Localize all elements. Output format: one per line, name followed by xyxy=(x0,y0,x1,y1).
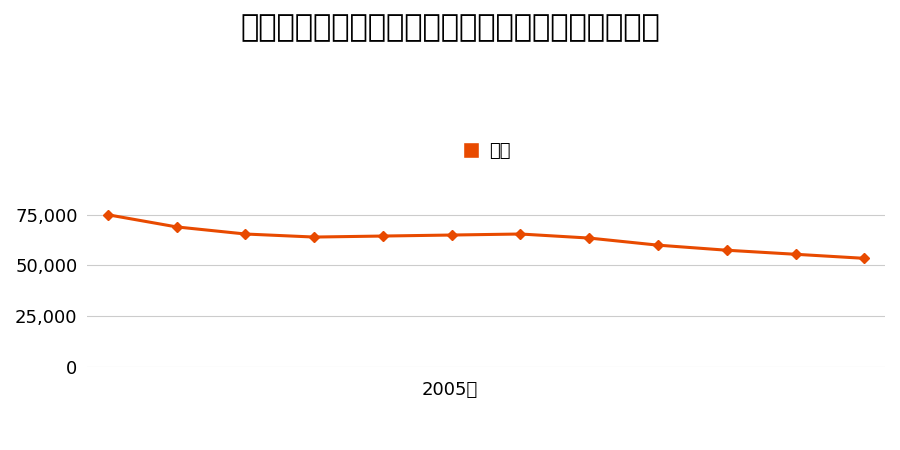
Text: 2005年: 2005年 xyxy=(422,381,478,399)
Legend: 価格: 価格 xyxy=(454,135,518,167)
Text: 大阪府羽曳野市広瀬字畑ケ田１７３番１の地価推移: 大阪府羽曳野市広瀬字畑ケ田１７３番１の地価推移 xyxy=(240,14,660,42)
